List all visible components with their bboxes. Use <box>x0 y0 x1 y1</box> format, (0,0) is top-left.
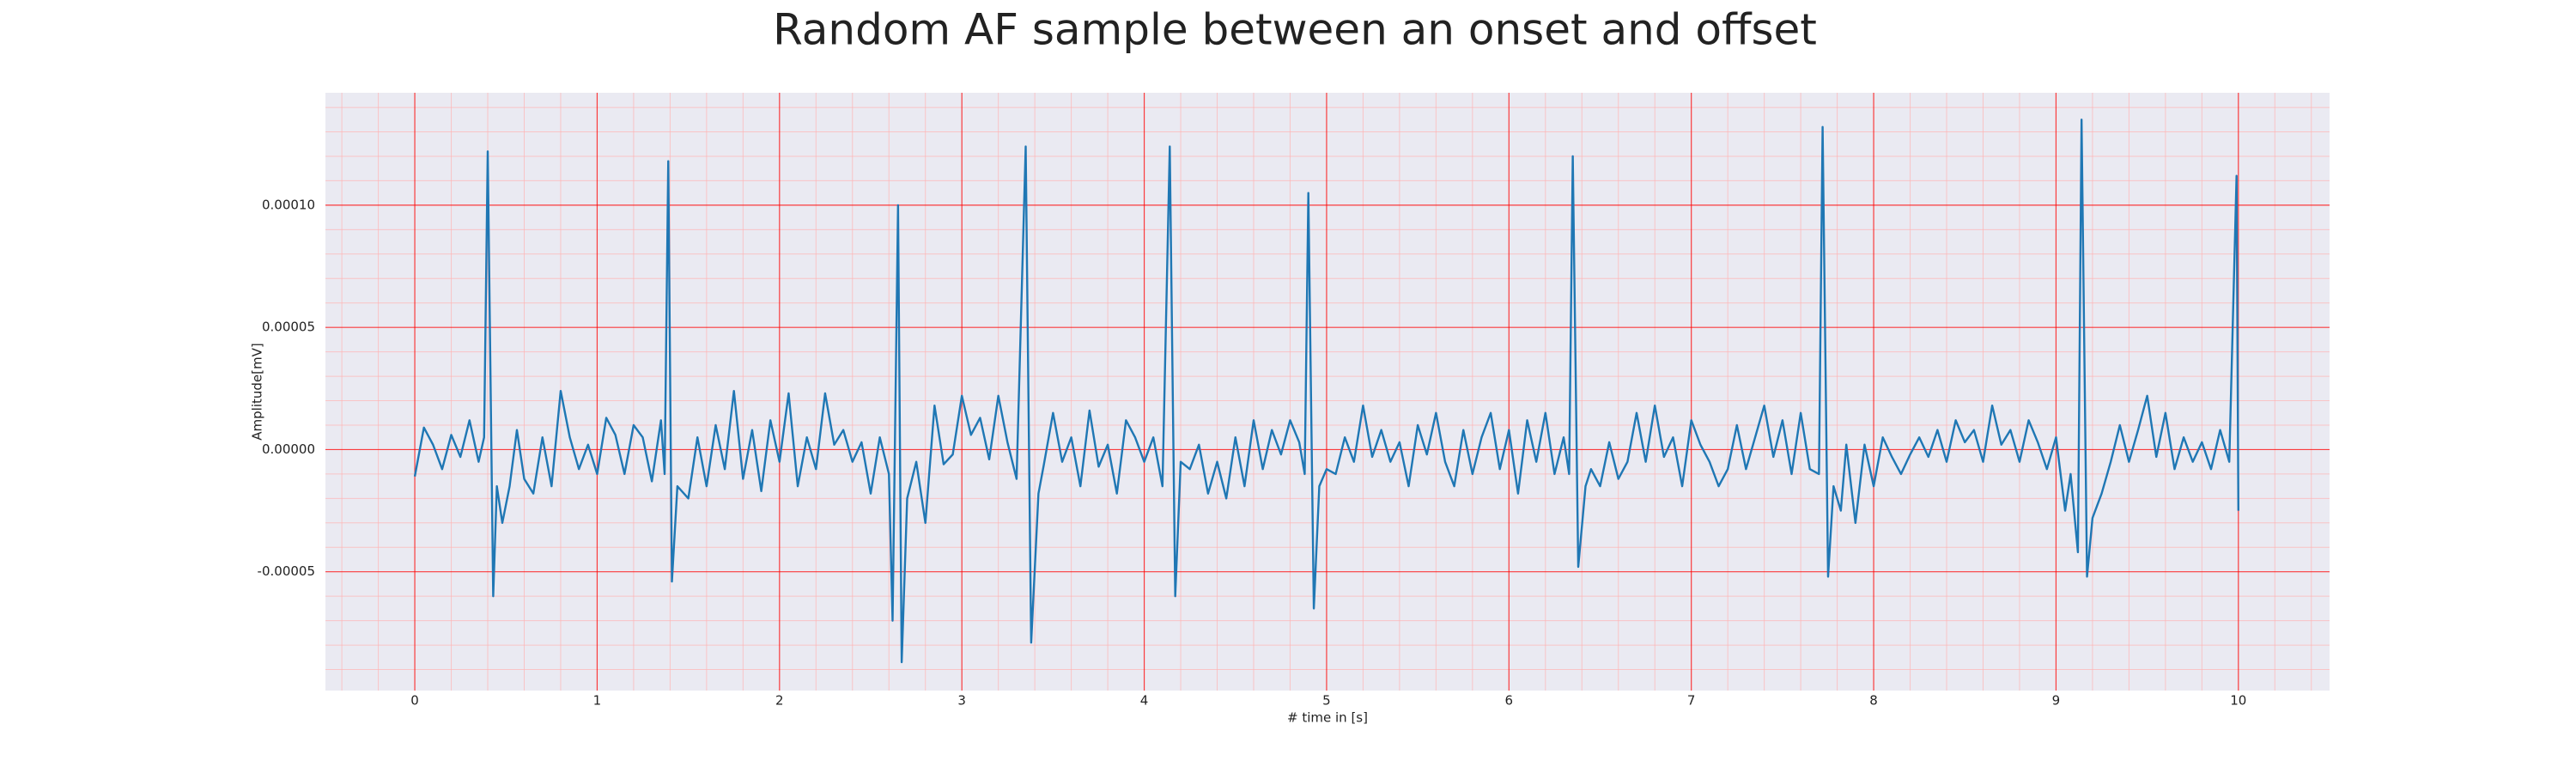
y-tick-label: 0.00000 <box>262 441 315 457</box>
x-tick-label: 2 <box>775 693 784 709</box>
x-tick-label: 3 <box>957 693 966 709</box>
x-tick-label: 5 <box>1322 693 1331 709</box>
y-tick-label: -0.00005 <box>258 563 315 579</box>
y-tick-label: 0.00005 <box>262 320 315 335</box>
y-tick-label: 0.00010 <box>262 197 315 212</box>
x-tick-label: 8 <box>1869 693 1878 709</box>
x-tick-label: 9 <box>2052 693 2061 709</box>
chart-title: Random AF sample between an onset and of… <box>773 5 1817 55</box>
x-tick-label: 10 <box>2230 693 2246 709</box>
x-axis-label: # time in [s] <box>1287 710 1368 726</box>
y-axis-label: Amplitude[mV] <box>250 343 265 440</box>
x-tick-label: 4 <box>1140 693 1149 709</box>
x-tick-label: 0 <box>410 693 419 709</box>
x-tick-label: 6 <box>1505 693 1514 709</box>
x-tick-label: 7 <box>1687 693 1696 709</box>
signal-line <box>413 119 2240 664</box>
x-tick-label: 1 <box>593 693 602 709</box>
plot-background <box>325 93 2330 691</box>
